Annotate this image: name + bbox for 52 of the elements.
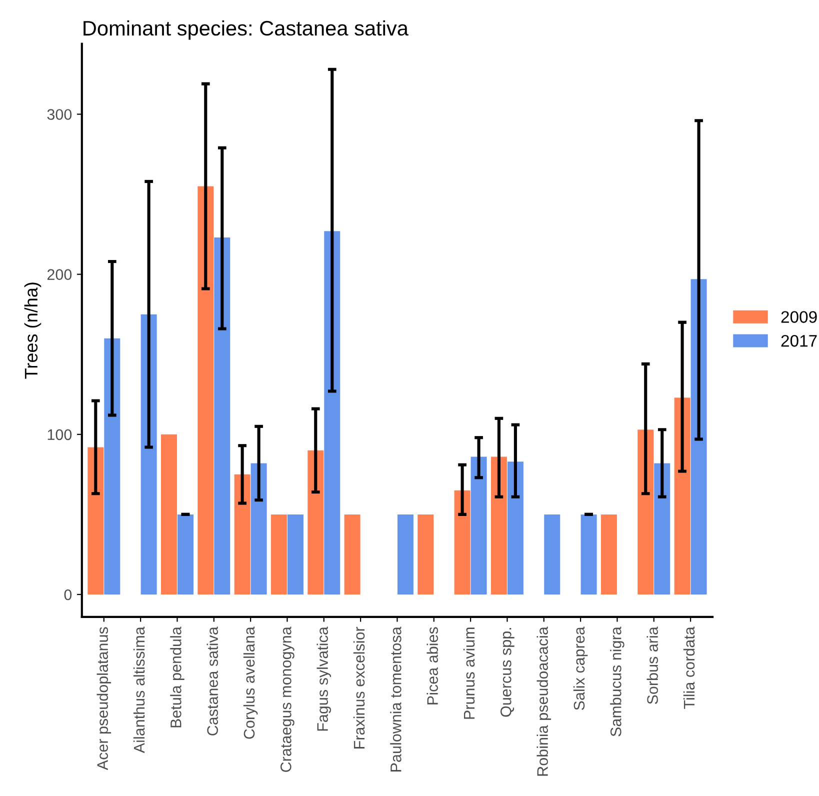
x-tick-label: Acer pseudoplatanus (96, 627, 112, 770)
x-tick-label: Corylus avellana (243, 626, 258, 739)
x-tick-label: Crataegus monogyna (280, 626, 294, 772)
bar (600, 514, 617, 594)
bar (418, 514, 434, 594)
x-tick-label: Paulownia tomentosa (390, 626, 402, 772)
bar (324, 231, 340, 594)
x-tick-label: Betula pendula (170, 626, 184, 728)
bar (344, 514, 360, 594)
bar (104, 338, 120, 594)
x-tick-label: Robinia pseudoacacia (536, 626, 551, 776)
bar (490, 456, 507, 594)
x-tick-label: Ailanthus altissima (133, 626, 145, 754)
y-tick-label: 300 (47, 109, 72, 120)
bar (638, 430, 654, 594)
bar (214, 237, 230, 594)
y-axis-title: Trees (n/ha) (24, 282, 42, 379)
legend-label: 2009 (781, 311, 817, 323)
bar (234, 474, 250, 594)
bar (674, 398, 690, 594)
y-tick-label: 100 (48, 429, 72, 440)
bar (250, 463, 267, 594)
x-tick-label: Quercus spp. (500, 628, 514, 717)
bar (654, 463, 670, 594)
bar (88, 447, 104, 594)
x-tick-label: Sorbus aria (646, 626, 658, 704)
bar (160, 434, 177, 594)
y-tick-label: 0 (64, 589, 72, 600)
x-tick-label: Tilia cordata (683, 626, 695, 709)
bar (177, 514, 194, 594)
bar (397, 514, 414, 594)
chart-title: Dominant species: Castanea sativa (84, 20, 408, 40)
y-tick-label: 200 (47, 269, 72, 280)
x-tick-label: Sambucus nigra (610, 626, 624, 736)
bar (454, 490, 470, 594)
x-tick-label: Prunus avium (463, 628, 475, 719)
bar (270, 514, 287, 594)
bar (507, 462, 524, 594)
x-tick-label: Fraxinus excelsior (353, 626, 365, 748)
x-tick-label: Picea abies (426, 627, 438, 704)
bar (470, 456, 487, 594)
legend-label: 2017 (781, 334, 817, 347)
bar (544, 514, 560, 594)
bar (580, 514, 597, 594)
bar (690, 279, 707, 594)
bar (287, 514, 304, 594)
x-tick-label: Castanea sativa (206, 626, 218, 736)
bar (308, 450, 324, 594)
x-tick-label: Salix caprea (573, 626, 588, 710)
bar (198, 186, 214, 594)
x-tick-label: Fagus sylvatica (316, 626, 332, 731)
bar (140, 314, 157, 594)
